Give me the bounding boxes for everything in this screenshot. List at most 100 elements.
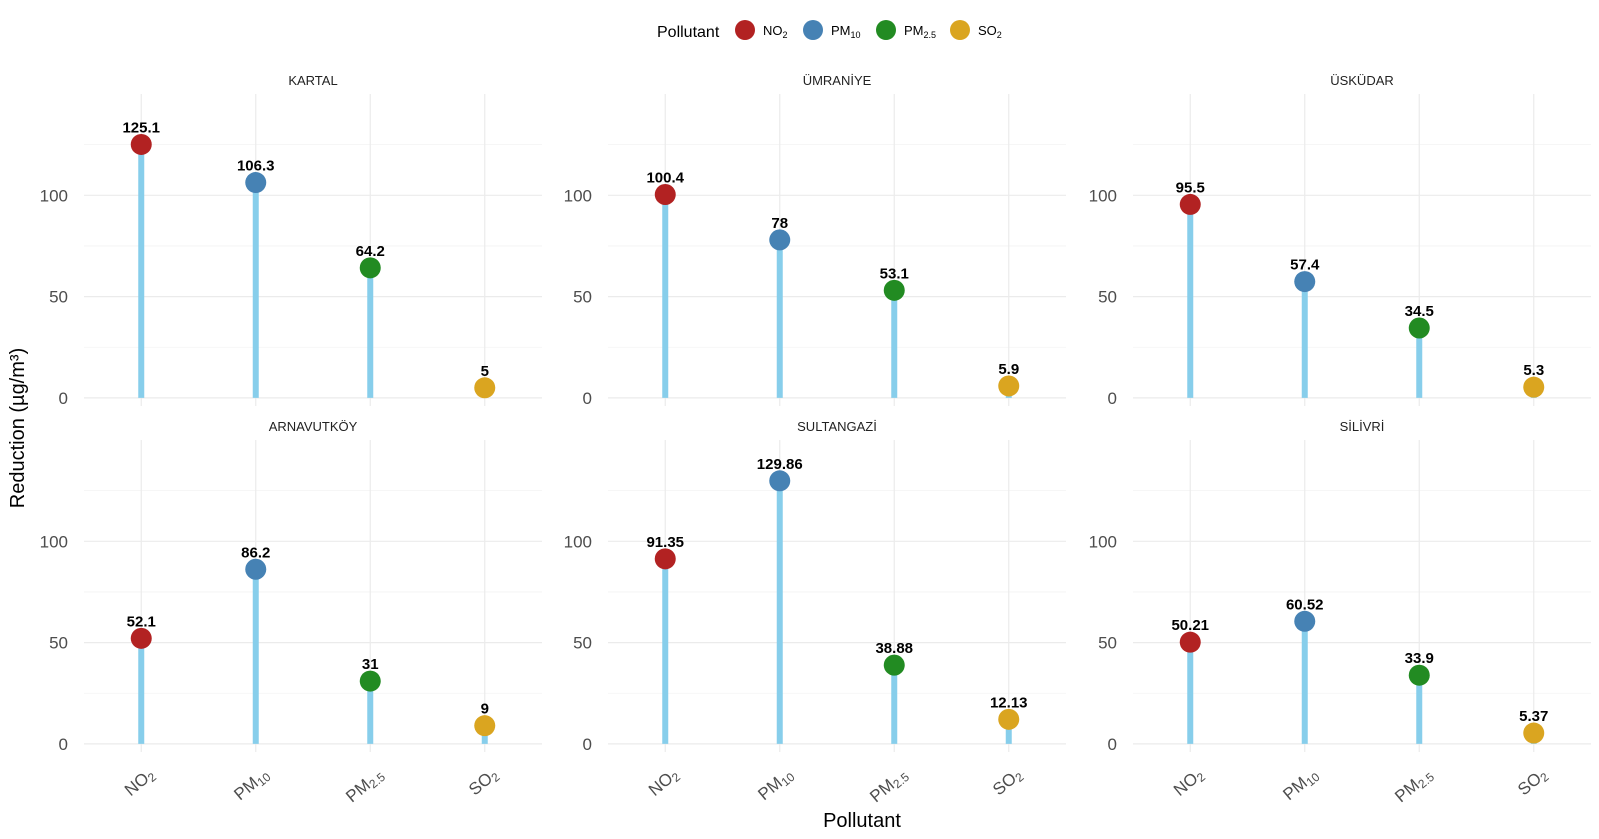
lollipop-point-so2 (998, 708, 1020, 730)
facet-title: SİLİVRİ (1340, 419, 1385, 434)
y-tick-label: 100 (40, 532, 68, 551)
value-label-so2: 9 (481, 701, 489, 718)
value-label-pm2-5: 34.5 (1405, 303, 1434, 320)
x-tick-label-pm2-5: PM2.5 (342, 764, 388, 807)
y-tick-label: 0 (59, 389, 68, 408)
y-tick-label: 0 (59, 735, 68, 754)
x-tick-label-no2: NO2 (121, 764, 159, 801)
legend-label-no2: NO2 (763, 23, 788, 40)
facet-panel-umraniye: 0 50 100 ÜMRANİYE 100.4 78 53.1 5.9 (564, 73, 1066, 408)
lollipop-point-no2 (130, 133, 152, 155)
lollipop-point-so2 (1523, 376, 1545, 398)
value-label-no2: 91.35 (646, 534, 684, 551)
x-tick-label-pm2-5: PM2.5 (866, 764, 912, 807)
lollipop-point-no2 (130, 627, 152, 649)
value-label-so2: 5 (481, 363, 489, 380)
value-label-so2: 5.9 (998, 361, 1019, 378)
facet-panel-arnavutkoy: 0 50 100 ARNAVUTKÖY 52.1 86.2 31 9 NO2 PM10 PM2.5 S… (40, 419, 542, 807)
x-axis-title: Pollutant (823, 810, 901, 832)
y-tick-label: 0 (1108, 735, 1117, 754)
y-tick-label: 50 (49, 634, 68, 653)
x-tick-label-pm10: PM10 (754, 764, 798, 805)
lollipop-point-no2 (1179, 193, 1201, 215)
lollipop-point-pm2-5 (1408, 317, 1430, 339)
y-axis-title: Reduction (µg/m³) (7, 348, 29, 508)
legend-swatch-pm2-5 (876, 20, 896, 40)
lollipop-point-pm10 (1294, 271, 1316, 293)
facet-panel-silivri: 0 50 100 SİLİVRİ 50.21 60.52 33.9 5.37 NO2 PM10 PM… (1089, 419, 1591, 807)
x-tick-label-no2: NO2 (1170, 764, 1208, 801)
value-label-pm10: 86.2 (241, 544, 270, 561)
facet-panel-kartal: 0 50 100 KARTAL 125.1 106.3 64.2 5 (40, 73, 542, 408)
y-tick-label: 50 (573, 288, 592, 307)
value-label-no2: 125.1 (122, 119, 160, 136)
value-label-so2: 5.37 (1519, 708, 1548, 725)
y-tick-label: 50 (49, 288, 68, 307)
value-label-no2: 50.21 (1171, 617, 1209, 634)
y-tick-label: 100 (1089, 532, 1117, 551)
legend-label-so2: SO2 (978, 23, 1002, 40)
y-tick-label: 100 (1089, 186, 1117, 205)
legend-label-pm2-5: PM2.5 (904, 23, 936, 40)
y-tick-label: 50 (573, 634, 592, 653)
lollipop-point-pm2-5 (359, 257, 381, 279)
x-tick-label-so2: SO2 (989, 764, 1027, 800)
facet-title: SULTANGAZİ (797, 419, 877, 434)
lollipop-point-so2 (998, 375, 1020, 397)
legend: Pollutant NO2 PM10 PM2.5 SO2 (657, 20, 1002, 41)
legend-label-pm10: PM10 (831, 23, 861, 40)
facet-title: KARTAL (288, 73, 337, 88)
value-label-so2: 5.3 (1523, 362, 1544, 379)
value-label-pm10: 57.4 (1290, 257, 1320, 274)
value-label-no2: 52.1 (127, 613, 156, 630)
y-tick-label: 0 (583, 389, 592, 408)
x-tick-label-pm10: PM10 (230, 764, 274, 805)
value-label-pm10: 106.3 (237, 158, 275, 175)
value-label-so2: 12.13 (990, 694, 1028, 711)
lollipop-point-pm2-5 (1408, 664, 1430, 686)
value-label-pm2-5: 64.2 (356, 243, 385, 260)
lollipop-point-no2 (654, 183, 676, 205)
lollipop-point-pm10 (1294, 610, 1316, 632)
y-tick-label: 0 (583, 735, 592, 754)
x-tick-label-pm2-5: PM2.5 (1391, 764, 1437, 807)
legend-swatch-so2 (950, 20, 970, 40)
value-label-pm10: 129.86 (757, 456, 803, 473)
legend-swatch-no2 (735, 20, 755, 40)
value-label-pm10: 78 (771, 215, 788, 232)
legend-title: Pollutant (657, 24, 720, 41)
lollipop-point-pm10 (769, 229, 791, 251)
legend-swatch-pm10 (803, 20, 823, 40)
lollipop-point-so2 (474, 715, 496, 737)
y-tick-label: 0 (1108, 389, 1117, 408)
y-tick-label: 50 (1098, 634, 1117, 653)
y-tick-label: 100 (564, 532, 592, 551)
value-label-pm2-5: 31 (362, 656, 379, 673)
y-tick-label: 100 (40, 186, 68, 205)
lollipop-point-so2 (474, 377, 496, 399)
lollipop-point-pm10 (245, 172, 267, 194)
y-tick-label: 50 (1098, 288, 1117, 307)
lollipop-point-no2 (1179, 631, 1201, 653)
facet-panel-sultangazi: 0 50 100 SULTANGAZİ 91.35 129.86 38.88 12.13 NO2… (564, 419, 1066, 807)
value-label-pm2-5: 33.9 (1405, 650, 1434, 667)
facet-panels: 050100KARTAL125.1106.364.25050100ÜMRANİY… (40, 73, 1591, 807)
x-tick-label-so2: SO2 (465, 764, 503, 800)
facet-title: ÜSKÜDAR (1330, 73, 1394, 88)
value-label-pm2-5: 38.88 (875, 640, 913, 657)
facet-panel-uskudar: 0 50 100 ÜSKÜDAR 95.5 57.4 34.5 5.3 (1089, 73, 1591, 408)
facet-title: ÜMRANİYE (803, 73, 872, 88)
y-tick-label: 100 (564, 186, 592, 205)
x-tick-label-so2: SO2 (1514, 764, 1552, 800)
lollipop-point-no2 (654, 548, 676, 570)
value-label-pm10: 60.52 (1286, 596, 1324, 613)
lollipop-point-pm2-5 (359, 670, 381, 692)
lollipop-point-pm2-5 (883, 279, 905, 301)
value-label-no2: 95.5 (1176, 179, 1205, 196)
lollipop-point-pm2-5 (883, 654, 905, 676)
x-tick-label-no2: NO2 (645, 764, 683, 801)
x-tick-label-pm10: PM10 (1279, 764, 1323, 805)
facet-title: ARNAVUTKÖY (269, 419, 358, 434)
value-label-pm2-5: 53.1 (880, 265, 909, 282)
